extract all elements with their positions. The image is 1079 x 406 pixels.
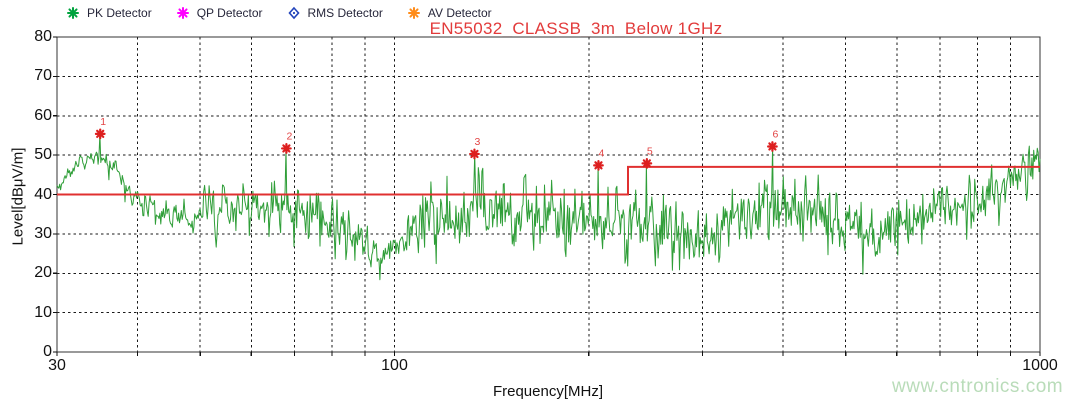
y-tick-label: 30 — [34, 224, 52, 242]
legend-label-av: AV Detector — [427, 6, 492, 20]
y-tick-label: 40 — [34, 185, 52, 203]
legend-item-rms: RMS Detector — [287, 6, 383, 20]
peak-marker-number: 6 — [772, 128, 778, 140]
peak-marker-number: 2 — [286, 130, 292, 142]
peak-marker-number: 1 — [100, 116, 106, 128]
peak-marker-number: 3 — [475, 136, 481, 148]
pk-detector-trace — [56, 133, 1041, 281]
peak-marker-1: 1 — [94, 116, 106, 140]
watermark: www.cntronics.com — [892, 376, 1064, 397]
x-tick-label: 100 — [381, 357, 408, 374]
y-tick-label: 50 — [34, 146, 52, 164]
peak-marker-number: 4 — [599, 147, 605, 159]
qp-detector-marker-icon — [176, 6, 190, 20]
y-tick-label: 10 — [34, 303, 52, 321]
x-axis-label: Frequency[MHz] — [492, 383, 604, 400]
chart-title: EN55032_CLASSB_3m_Below 1GHz — [429, 19, 723, 38]
peak-marker-5: 5 — [641, 145, 653, 169]
x-tick-label: 1000 — [1022, 357, 1058, 374]
y-tick-label: 70 — [34, 67, 52, 85]
legend-item-qp: QP Detector — [176, 6, 263, 20]
limit-line — [57, 165, 1040, 196]
x-tick-label: 30 — [48, 357, 66, 374]
legend-item-av: AV Detector — [407, 6, 492, 20]
av-detector-marker-icon — [407, 6, 421, 20]
peak-marker-3: 3 — [469, 136, 481, 160]
legend-item-pk: PK Detector — [66, 6, 152, 20]
peak-marker-number: 5 — [647, 145, 653, 157]
legend-label-qp: QP Detector — [196, 6, 263, 20]
pk-detector-marker-icon — [66, 6, 80, 20]
legend: PK Detector QP Detector RMS Detector AV … — [66, 6, 492, 20]
legend-label-pk: PK Detector — [87, 6, 152, 20]
rms-detector-marker-icon — [287, 6, 301, 20]
y-tick-label: 80 — [34, 28, 52, 45]
legend-label-rms: RMS Detector — [307, 6, 383, 20]
y-tick-label: 0 — [43, 343, 52, 360]
y-tick-label: 20 — [34, 264, 52, 282]
peak-marker-4: 4 — [593, 147, 605, 171]
peak-marker-2: 2 — [280, 130, 292, 154]
y-tick-label: 60 — [34, 106, 52, 124]
peak-marker-6: 6 — [767, 128, 778, 152]
